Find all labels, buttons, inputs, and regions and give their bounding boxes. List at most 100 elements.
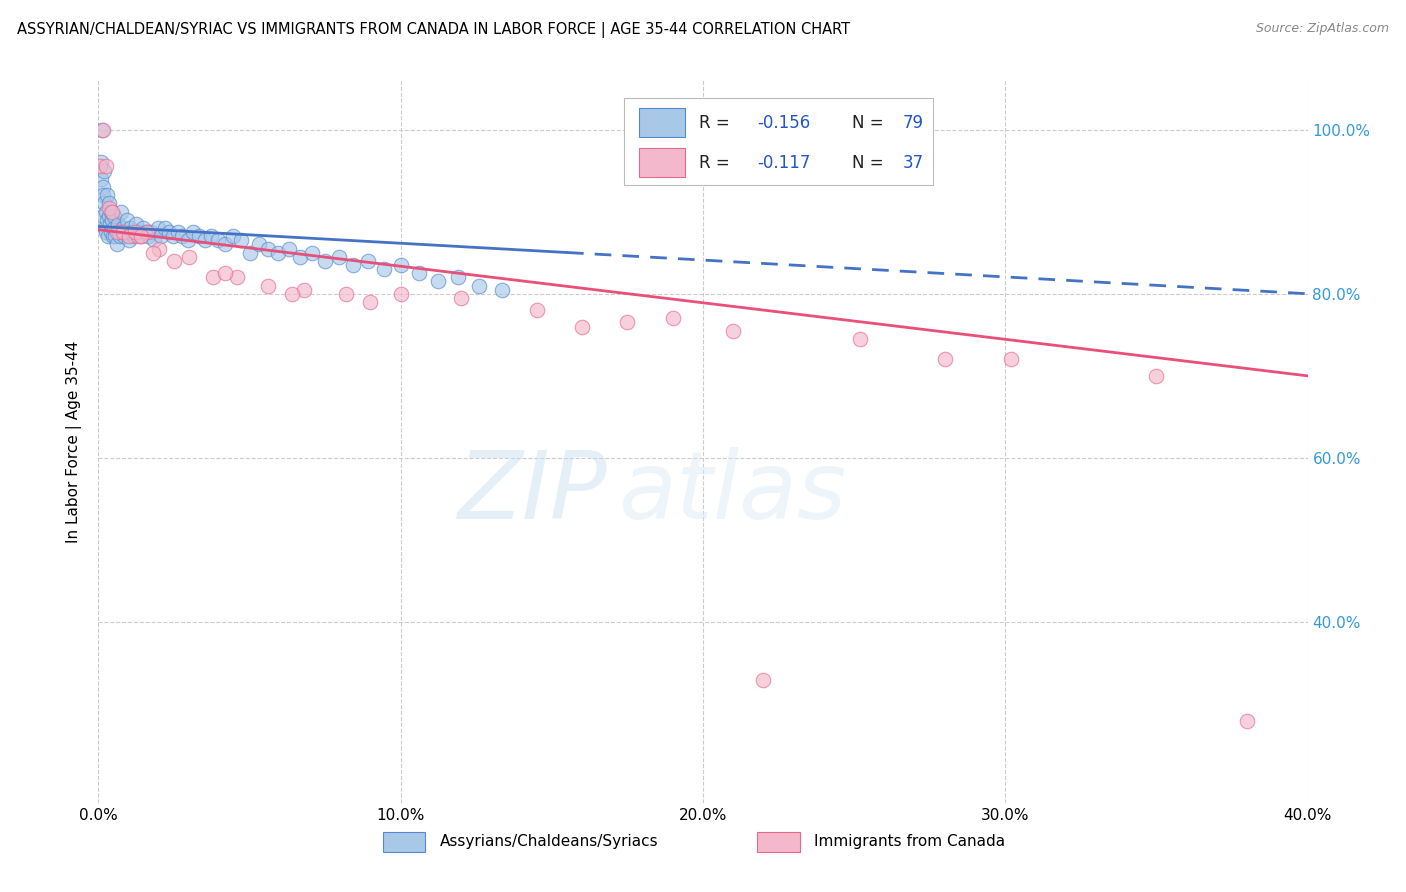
Point bbox=[127, 229, 149, 244]
Point bbox=[118, 233, 141, 247]
Point bbox=[157, 225, 180, 239]
Point bbox=[108, 229, 131, 244]
Point bbox=[129, 229, 152, 244]
Point bbox=[335, 286, 357, 301]
Point bbox=[122, 229, 145, 244]
Point bbox=[571, 319, 593, 334]
Point bbox=[247, 237, 270, 252]
Text: atlas: atlas bbox=[619, 447, 846, 538]
Point bbox=[104, 229, 127, 244]
Point bbox=[101, 212, 124, 227]
Text: ZIP: ZIP bbox=[457, 447, 606, 538]
Text: -0.156: -0.156 bbox=[758, 113, 811, 132]
Point bbox=[91, 122, 114, 136]
Point bbox=[202, 270, 225, 285]
Point bbox=[468, 278, 491, 293]
Point bbox=[96, 188, 118, 202]
Point bbox=[301, 245, 323, 260]
Text: -0.117: -0.117 bbox=[758, 153, 811, 171]
Point bbox=[153, 221, 176, 235]
Text: ASSYRIAN/CHALDEAN/SYRIAC VS IMMIGRANTS FROM CANADA IN LABOR FORCE | AGE 35-44 CO: ASSYRIAN/CHALDEAN/SYRIAC VS IMMIGRANTS F… bbox=[17, 22, 851, 38]
Point bbox=[111, 221, 134, 235]
Point bbox=[98, 209, 121, 223]
Point bbox=[661, 311, 683, 326]
Point bbox=[90, 171, 112, 186]
Point bbox=[1144, 368, 1167, 383]
FancyBboxPatch shape bbox=[624, 98, 932, 185]
Point bbox=[114, 225, 136, 239]
Point bbox=[143, 233, 166, 247]
Point bbox=[292, 283, 315, 297]
Point bbox=[214, 237, 236, 252]
Text: 37: 37 bbox=[903, 153, 924, 171]
Point bbox=[373, 262, 395, 277]
Point bbox=[150, 229, 173, 244]
Point bbox=[389, 286, 412, 301]
Text: R =: R = bbox=[699, 153, 735, 171]
Point bbox=[135, 225, 157, 239]
Point bbox=[194, 233, 217, 247]
Point bbox=[176, 233, 198, 247]
Point bbox=[91, 209, 114, 223]
Text: N =: N = bbox=[852, 113, 889, 132]
Point bbox=[166, 225, 188, 239]
Point bbox=[172, 229, 194, 244]
Point bbox=[162, 229, 184, 244]
Point bbox=[100, 204, 122, 219]
Point bbox=[181, 225, 204, 239]
Point bbox=[121, 225, 143, 239]
Point bbox=[229, 233, 252, 247]
Point bbox=[94, 221, 117, 235]
Point bbox=[97, 229, 120, 244]
Point bbox=[277, 242, 299, 256]
Point bbox=[93, 163, 115, 178]
Text: 79: 79 bbox=[903, 113, 924, 132]
Point bbox=[357, 253, 380, 268]
Point bbox=[118, 229, 141, 244]
Bar bbox=[758, 831, 800, 852]
Text: Source: ZipAtlas.com: Source: ZipAtlas.com bbox=[1256, 22, 1389, 36]
Point bbox=[723, 324, 745, 338]
Point bbox=[187, 229, 209, 244]
Point bbox=[141, 225, 163, 239]
Point bbox=[256, 278, 278, 293]
Text: R =: R = bbox=[699, 113, 735, 132]
Point bbox=[290, 250, 312, 264]
Point bbox=[101, 229, 124, 244]
Point bbox=[328, 250, 350, 264]
Point bbox=[257, 242, 280, 256]
Point bbox=[103, 209, 125, 223]
Point bbox=[98, 201, 121, 215]
Point bbox=[108, 225, 131, 239]
Point bbox=[239, 245, 262, 260]
Point bbox=[179, 250, 201, 264]
Point bbox=[752, 673, 775, 687]
Point bbox=[91, 180, 114, 194]
Point bbox=[1000, 352, 1022, 367]
Point bbox=[389, 258, 412, 272]
Point bbox=[226, 270, 249, 285]
Text: Assyrians/Chaldeans/Syriacs: Assyrians/Chaldeans/Syriacs bbox=[440, 834, 658, 849]
Point bbox=[214, 266, 236, 280]
Point bbox=[89, 160, 111, 174]
Bar bbox=[638, 148, 685, 177]
Point bbox=[111, 225, 134, 239]
Point bbox=[934, 352, 956, 367]
Bar bbox=[638, 108, 685, 137]
Point bbox=[360, 295, 382, 310]
Point bbox=[200, 229, 222, 244]
Point bbox=[142, 245, 165, 260]
Point bbox=[112, 229, 135, 244]
Point bbox=[132, 221, 155, 235]
Point bbox=[103, 221, 125, 235]
Point bbox=[94, 160, 117, 174]
Point bbox=[129, 229, 152, 244]
Y-axis label: In Labor Force | Age 35-44: In Labor Force | Age 35-44 bbox=[66, 341, 83, 542]
Text: N =: N = bbox=[852, 153, 889, 171]
Point bbox=[110, 204, 132, 219]
Text: Immigrants from Canada: Immigrants from Canada bbox=[814, 834, 1005, 849]
Point bbox=[96, 225, 118, 239]
Point bbox=[115, 212, 138, 227]
Point bbox=[616, 316, 638, 330]
Point bbox=[267, 245, 290, 260]
